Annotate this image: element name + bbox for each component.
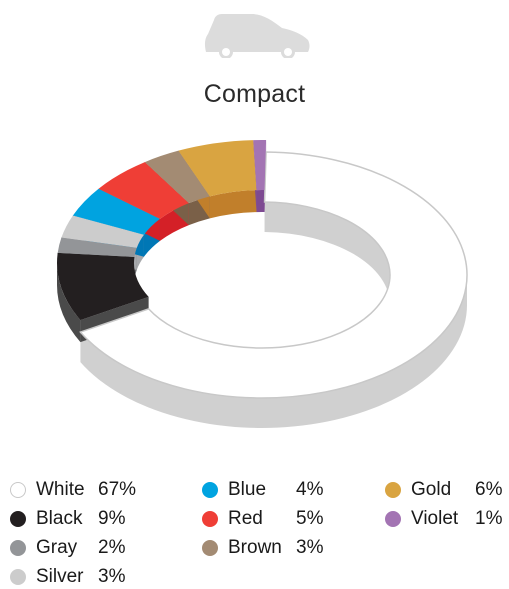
legend-value-gray: 2% bbox=[98, 537, 125, 559]
legend-value-blue: 4% bbox=[296, 479, 323, 501]
legend-swatch-gold bbox=[385, 482, 401, 498]
legend-value-brown: 3% bbox=[296, 537, 323, 559]
legend-swatch-gray bbox=[10, 540, 26, 556]
legend-swatch-brown bbox=[202, 540, 218, 556]
legend-name-blue: Blue bbox=[228, 479, 296, 501]
legend-name-violet: Violet bbox=[411, 508, 475, 530]
legend-swatch-blue bbox=[202, 482, 218, 498]
legend-value-black: 9% bbox=[98, 508, 125, 530]
chart-title: Compact bbox=[0, 80, 509, 109]
legend-value-red: 5% bbox=[296, 508, 323, 530]
legend-swatch-red bbox=[202, 511, 218, 527]
legend-name-red: Red bbox=[228, 508, 296, 530]
legend-swatch-violet bbox=[385, 511, 401, 527]
legend-swatch-silver bbox=[10, 569, 26, 585]
legend-name-gold: Gold bbox=[411, 479, 475, 501]
legend-value-gold: 6% bbox=[475, 479, 502, 501]
legend-name-gray: Gray bbox=[36, 537, 98, 559]
legend-name-white: White bbox=[36, 479, 98, 501]
legend-name-black: Black bbox=[36, 508, 98, 530]
compact-car-icon bbox=[200, 12, 312, 58]
legend-name-brown: Brown bbox=[228, 537, 296, 559]
slice-inner-wall-violet bbox=[257, 190, 265, 212]
legend-value-violet: 1% bbox=[475, 508, 502, 530]
donut-chart bbox=[0, 130, 509, 430]
legend-swatch-white bbox=[10, 482, 26, 498]
legend-value-white: 67% bbox=[98, 479, 136, 501]
slice-tops bbox=[57, 140, 467, 398]
legend-swatch-black bbox=[10, 511, 26, 527]
